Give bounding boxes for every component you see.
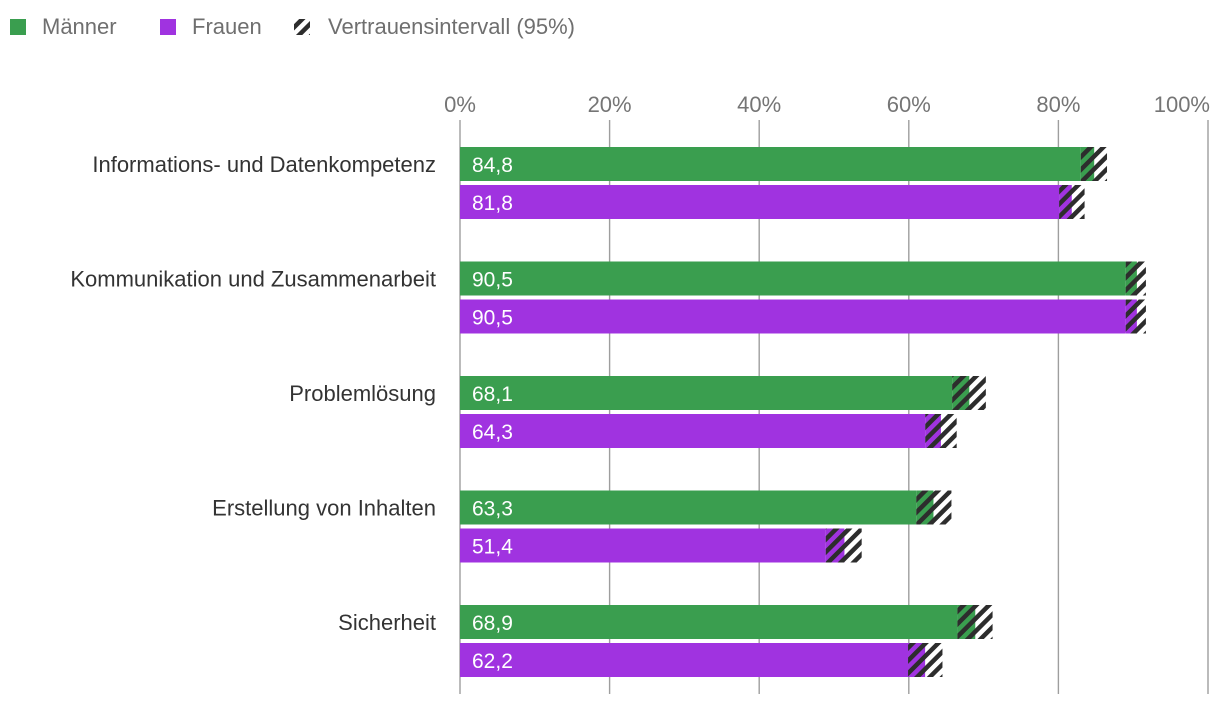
bar-maenner	[460, 605, 958, 639]
category-group: Kommunikation und Zusammenarbeit 90,5 90,5	[70, 261, 1146, 334]
confidence-interval-frauen	[825, 528, 862, 563]
legend: Männer Frauen Vertrauensintervall (95%)	[10, 14, 575, 39]
legend-swatch	[160, 19, 176, 35]
category-label: Informations- und Datenkompetenz	[92, 152, 436, 177]
category-label: Erstellung von Inhalten	[212, 496, 436, 521]
confidence-interval-frauen	[1125, 299, 1146, 334]
confidence-interval-frauen	[925, 414, 957, 448]
legend-item-maenner: Männer	[10, 14, 117, 39]
bar-frauen	[460, 643, 909, 677]
bar-frauen	[460, 299, 1126, 334]
confidence-interval-maenner	[957, 605, 993, 639]
category-group: Informations- und Datenkompetenz 84,8 81,8	[92, 147, 1108, 219]
bar-maenner	[460, 261, 1126, 296]
x-tick-label: 40%	[737, 92, 781, 117]
x-tick-label: 0%	[444, 92, 476, 117]
category-label: Problemlösung	[289, 381, 436, 406]
bar-value-label-frauen: 90,5	[472, 307, 513, 330]
confidence-interval-frauen	[1059, 185, 1085, 219]
confidence-interval-maenner	[916, 490, 952, 525]
legend-label: Männer	[42, 14, 117, 39]
bar-value-label-maenner: 63,3	[472, 498, 513, 521]
bar-frauen	[460, 528, 826, 563]
category-group: Erstellung von Inhalten 63,3 51,4	[212, 490, 952, 563]
x-tick-label: 100%	[1154, 92, 1210, 117]
bar-value-label-maenner: 68,1	[472, 383, 513, 406]
bar-value-label-frauen: 62,2	[472, 650, 513, 673]
confidence-interval-maenner	[952, 376, 986, 410]
x-tick-label: 80%	[1036, 92, 1080, 117]
x-tick-labels: 0% 20% 40% 60% 80% 100%	[444, 92, 1210, 117]
bar-value-label-frauen: 81,8	[472, 192, 513, 215]
legend-label: Frauen	[192, 14, 262, 39]
bar-maenner	[460, 147, 1081, 181]
confidence-interval-frauen	[908, 643, 943, 677]
x-tick-label: 20%	[588, 92, 632, 117]
bar-value-label-maenner: 68,9	[472, 612, 513, 635]
bar-frauen	[460, 185, 1060, 219]
bars: Informations- und Datenkompetenz 84,8 81,8…	[70, 147, 1146, 677]
legend-swatch	[10, 19, 26, 35]
legend-item-ci: Vertrauensintervall (95%)	[294, 14, 575, 39]
category-label: Kommunikation und Zusammenarbeit	[70, 267, 436, 292]
confidence-interval-maenner	[1125, 261, 1146, 296]
legend-item-frauen: Frauen	[160, 14, 262, 39]
category-label: Sicherheit	[338, 610, 436, 635]
x-tick-label: 60%	[887, 92, 931, 117]
legend-label: Vertrauensintervall (95%)	[328, 14, 575, 39]
bar-value-label-frauen: 51,4	[472, 536, 513, 559]
bar-value-label-maenner: 90,5	[472, 269, 513, 292]
category-group: Sicherheit 68,9 62,2	[338, 605, 993, 677]
bar-frauen	[460, 414, 926, 448]
confidence-interval-maenner	[1080, 147, 1108, 181]
category-group: Problemlösung 68,1 64,3	[289, 376, 986, 448]
bar-value-label-maenner: 84,8	[472, 154, 513, 177]
bar-maenner	[460, 376, 953, 410]
bar-maenner	[460, 490, 917, 525]
bar-value-label-frauen: 64,3	[472, 421, 513, 444]
legend-swatch-ci	[294, 19, 310, 35]
